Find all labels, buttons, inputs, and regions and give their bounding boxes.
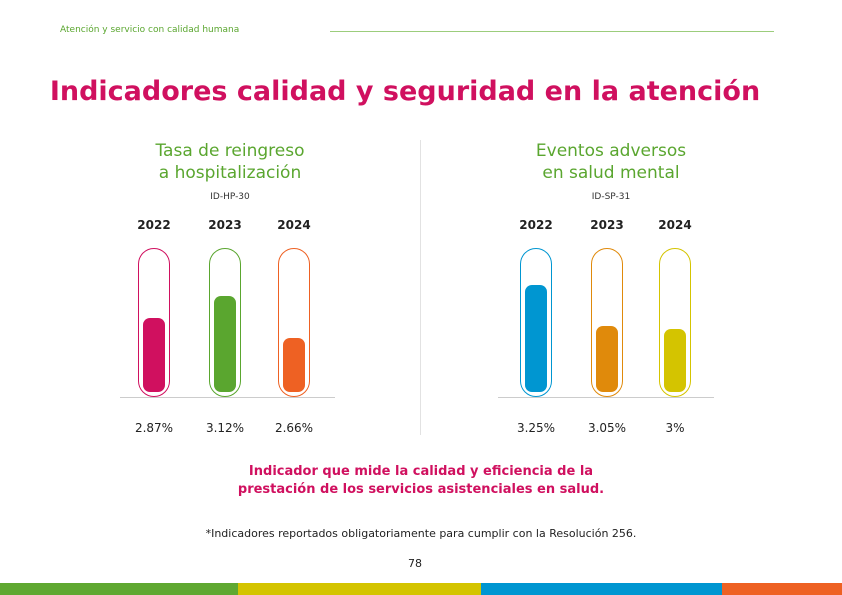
bar-fill (596, 326, 618, 392)
chart-id: ID-HP-30 (210, 192, 250, 202)
header-text: Atención y servicio con calidad humana (60, 25, 240, 35)
stripe-blue (481, 583, 722, 595)
year-label: 2023 (208, 218, 242, 232)
header-divider (330, 31, 774, 32)
note-line: Indicador que mide la calidad y eficienc… (248, 464, 594, 479)
chart-title: Tasa de reingreso a hospitalización (100, 140, 360, 184)
value-label: 3.05% (587, 421, 627, 435)
chart-id: ID-SP-31 (591, 192, 631, 202)
value-label: 3.12% (205, 421, 245, 435)
note-line: prestación de los servicios asistenciale… (237, 482, 605, 497)
value-label: 3.25% (516, 421, 556, 435)
stripe-yellow (238, 583, 481, 595)
bar-fill (143, 318, 165, 392)
year-label: 2022 (137, 218, 171, 232)
chart-title-line: a hospitalización (158, 163, 302, 183)
value-label: 2.87% (134, 421, 174, 435)
bar-fill (283, 338, 305, 392)
bar-tube (278, 248, 310, 397)
bar-fill (525, 285, 547, 392)
year-label: 2024 (658, 218, 692, 232)
chart-baseline (498, 397, 714, 398)
value-label: 3% (665, 421, 685, 435)
chart-divider (420, 140, 421, 435)
page-title: Indicadores calidad y seguridad en la at… (49, 76, 761, 107)
stripe-orange (722, 583, 842, 595)
bar-tube (591, 248, 623, 397)
bar-fill (664, 329, 686, 392)
chart-title-line: Eventos adversos (535, 141, 687, 161)
chart-title-line: Tasa de reingreso (155, 141, 305, 161)
value-label: 2.66% (274, 421, 314, 435)
bar-tube (138, 248, 170, 397)
bar-tube (209, 248, 241, 397)
page-number: 78 (408, 557, 422, 570)
stripe-green (0, 583, 238, 595)
year-label: 2023 (590, 218, 624, 232)
year-label: 2024 (277, 218, 311, 232)
chart-baseline (120, 397, 335, 398)
footnote: *Indicadores reportados obligatoriamente… (205, 527, 637, 540)
chart-title: Eventos adversos en salud mental (481, 140, 741, 184)
year-label: 2022 (519, 218, 553, 232)
chart-title-line: en salud mental (542, 163, 680, 183)
indicator-note: Indicador que mide la calidad y eficienc… (0, 463, 842, 499)
bar-fill (214, 296, 236, 392)
bar-tube (520, 248, 552, 397)
bar-tube (659, 248, 691, 397)
